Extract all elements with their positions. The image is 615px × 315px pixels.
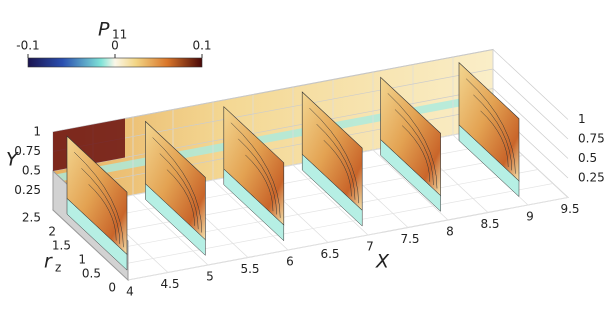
y-tick-label-left: 0.25	[14, 183, 41, 197]
colorbar: P 11	[98, 19, 127, 42]
contour	[88, 184, 117, 241]
contour	[323, 140, 352, 197]
grid-line	[112, 183, 554, 267]
contour	[238, 138, 277, 215]
contour	[152, 137, 203, 233]
contour	[473, 94, 513, 171]
contour	[466, 78, 516, 174]
y-tick-label-right: 0.25	[578, 171, 605, 185]
x-tick-label: 7	[366, 240, 374, 254]
slice-base	[145, 183, 206, 256]
colorbar-tick-label: 0	[111, 39, 119, 53]
z-tick-label: 2.5	[22, 211, 41, 225]
plot-3d	[51, 48, 570, 282]
y-tick-label-left: 0.75	[14, 144, 41, 158]
x-tick-label: 7.5	[400, 232, 419, 246]
contour	[81, 168, 121, 244]
y-tick-label-right: 0.5	[578, 151, 597, 165]
colorbar-tick-label: -0.1	[16, 39, 39, 53]
x-tick-label: 8.5	[480, 217, 499, 231]
slice-base	[66, 197, 128, 271]
contour	[245, 154, 274, 212]
grid-line	[52, 88, 569, 172]
z-tick-label: 0	[108, 281, 116, 295]
contour	[402, 125, 431, 182]
z-axis-title-subscript: z	[55, 261, 61, 275]
x-tick-label: 4	[126, 285, 134, 299]
x-tick-label: 8	[446, 225, 454, 239]
x-tick-label: 9	[526, 210, 534, 224]
grid-line	[97, 169, 539, 253]
y-tick-label-left: 0.5	[22, 164, 41, 178]
x-tick-label: 9.5	[560, 202, 579, 216]
x-tick-label: 4.5	[160, 277, 179, 291]
y-tick-label-left: 1	[33, 125, 41, 139]
x-tick-label: 5	[206, 270, 214, 284]
colorbar-gradient	[27, 57, 203, 68]
slice-base	[301, 153, 363, 227]
x-tick-label: 5.5	[240, 262, 259, 276]
contour	[309, 107, 359, 204]
z-axis-title: r	[44, 251, 53, 273]
z-tick-label: 1	[78, 253, 86, 267]
contour	[230, 122, 281, 218]
y-tick-label-right: 1	[578, 112, 586, 126]
slice-base	[458, 124, 520, 198]
z-tick-label: 1.5	[52, 239, 71, 253]
colorbar-tick-label: 0.1	[192, 39, 211, 53]
x-tick-label: 6	[286, 255, 294, 269]
contour	[387, 93, 438, 189]
grid-line	[52, 68, 569, 152]
z-tick-label: 0.5	[82, 267, 101, 281]
colorbar-title: P	[98, 19, 110, 41]
contour	[166, 169, 195, 226]
slice-base	[380, 139, 441, 212]
z-tick-label: 2	[48, 225, 56, 239]
x-tick-label: 6.5	[320, 247, 339, 261]
x-axis-title: X	[375, 251, 390, 273]
grid-line	[127, 197, 569, 281]
contour	[316, 123, 356, 200]
contour	[159, 153, 199, 230]
grid-line	[52, 49, 569, 133]
y-tick-label-right: 0.75	[578, 132, 605, 146]
contour	[74, 151, 124, 248]
colorbar-title-subscript: 11	[112, 28, 127, 42]
slice-base	[223, 168, 285, 242]
contour	[394, 109, 434, 186]
grid-line	[82, 155, 524, 239]
contour	[480, 110, 509, 168]
y-axis-title: Y	[6, 149, 19, 171]
